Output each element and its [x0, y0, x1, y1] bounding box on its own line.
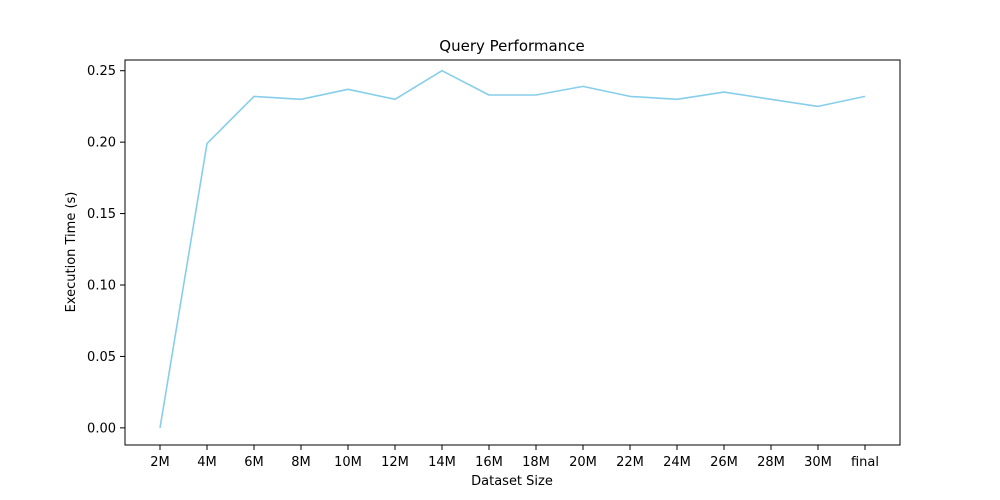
x-tick-label: 8M	[291, 455, 311, 470]
x-axis: 2M 4M 6M 8M 10M 12M 14M 16M 18M 20M 22M 24M 26M 28M 30…	[150, 445, 879, 470]
x-tick-label: 20M	[569, 455, 597, 470]
x-tick-label: final	[851, 455, 879, 470]
x-tick-label: 12M	[381, 455, 409, 470]
x-tick-label: 28M	[757, 455, 785, 470]
y-axis-label: Execution Time (s)	[64, 192, 79, 313]
x-tick-label: 26M	[710, 455, 738, 470]
x-tick-label: 2M	[150, 455, 170, 470]
y-tick-label: 0.25	[87, 64, 116, 79]
y-tick-label: 0.20	[87, 136, 116, 151]
x-tick-label: 18M	[522, 455, 550, 470]
x-tick-label: 4M	[197, 455, 217, 470]
x-tick-label: 16M	[475, 455, 503, 470]
x-axis-label: Dataset Size	[471, 474, 553, 489]
chart-title: Query Performance	[439, 37, 584, 55]
x-tick-label: 14M	[428, 455, 456, 470]
plot-area-frame	[124, 59, 901, 446]
x-tick-label: 24M	[663, 455, 691, 470]
y-tick-label: 0.05	[87, 350, 116, 365]
series-line	[159, 69, 866, 429]
x-tick-label: 10M	[334, 455, 362, 470]
y-tick-label: 0.10	[87, 279, 116, 294]
y-tick-label: 0.00	[87, 421, 116, 436]
x-tick-label: 30M	[804, 455, 832, 470]
y-axis: 0.00 0.05 0.10 0.15 0.20 0.25	[87, 64, 125, 436]
x-tick-label: 6M	[244, 455, 264, 470]
x-tick-label: 22M	[616, 455, 644, 470]
y-tick-label: 0.15	[87, 207, 116, 222]
